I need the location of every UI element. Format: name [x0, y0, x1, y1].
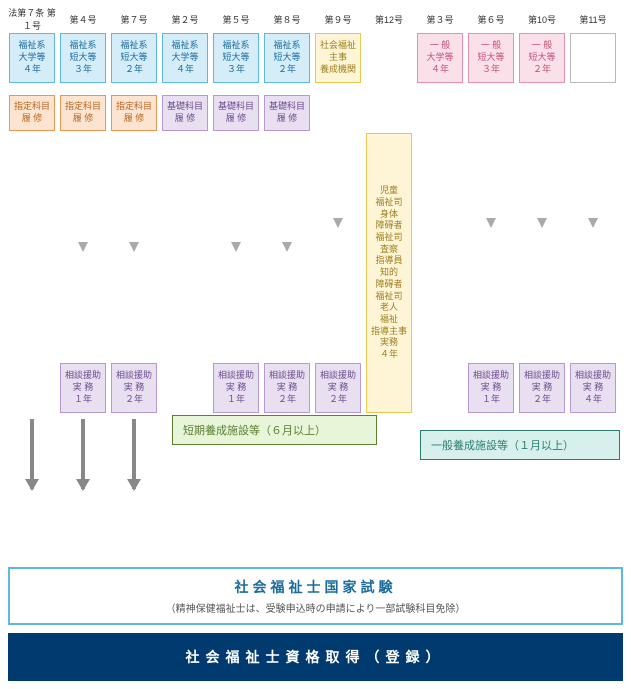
cell: 相談援助実 務１年 [213, 363, 259, 413]
cell: 相談援助実 務１年 [468, 363, 514, 413]
cell: 基礎科目履 修 [213, 95, 259, 131]
cell: 福祉系短大等３年 [60, 33, 106, 83]
column: 法第７条 第１号福祉系大学等４年指定科目履 修 [8, 8, 56, 495]
col-header: 第11号 [579, 8, 606, 30]
col-header: 第７号 [120, 8, 147, 30]
arrow-icon [537, 218, 547, 228]
mid-box-short: 短期養成施設等（６月以上） [172, 415, 377, 445]
cell [570, 33, 616, 83]
cell: 相談援助実 務４年 [570, 363, 616, 413]
col-header: 第６号 [477, 8, 504, 30]
cell: 相談援助実 務２年 [519, 363, 565, 413]
arrow-icon [129, 242, 139, 252]
mid-box-general: 一般養成施設等（１月以上） [420, 430, 620, 460]
arrow-icon [588, 218, 598, 228]
column: 第３号一 般大学等４年 [416, 8, 464, 495]
column: 第４号福祉系短大等３年指定科目履 修相談援助実 務１年 [59, 8, 107, 495]
exam-box: 社会福祉士国家試験 （精神保健福祉士は、受験申込時の申請により一部試験科目免除） [8, 567, 623, 625]
cell: 一 般短大等３年 [468, 33, 514, 83]
cell: 相談援助実 務２年 [264, 363, 310, 413]
down-arrow-icon [25, 419, 39, 489]
cell: 児童福祉司身体障碍者福祉司査察指導員知的障碍者福祉司老人福祉指導主事実務４年 [366, 133, 412, 413]
col-header: 第10号 [528, 8, 556, 30]
cell: 一 般短大等２年 [519, 33, 565, 83]
col-header: 第12号 [375, 8, 403, 30]
down-arrow-icon [127, 419, 141, 489]
exam-title: 社会福祉士国家試験 [18, 577, 613, 597]
cell: 社会福祉主事養成機関 [315, 33, 361, 83]
column: 第11号相談援助実 務４年 [569, 8, 617, 495]
arrow-icon [486, 218, 496, 228]
cell: 福祉系短大等２年 [264, 33, 310, 83]
cell: 指定科目履 修 [9, 95, 55, 131]
diagram: 法第７条 第１号福祉系大学等４年指定科目履 修第４号福祉系短大等３年指定科目履 … [0, 0, 631, 689]
col-header: 第９号 [324, 8, 351, 30]
col-header: 第３号 [426, 8, 453, 30]
cell: 相談援助実 務１年 [60, 363, 106, 413]
cell: 指定科目履 修 [60, 95, 106, 131]
final-box: 社会福祉士資格取得（登録） [8, 633, 623, 681]
cell: 相談援助実 務２年 [315, 363, 361, 413]
column: 第６号一 般短大等３年相談援助実 務１年 [467, 8, 515, 495]
arrow-icon [282, 242, 292, 252]
column: 第７号福祉系短大等２年指定科目履 修相談援助実 務２年 [110, 8, 158, 495]
cell: 福祉系短大等３年 [213, 33, 259, 83]
cell: 福祉系大学等４年 [9, 33, 55, 83]
cell: 相談援助実 務２年 [111, 363, 157, 413]
cell: 一 般大学等４年 [417, 33, 463, 83]
arrow-icon [78, 242, 88, 252]
cell: 福祉系大学等４年 [162, 33, 208, 83]
column: 第10号一 般短大等２年相談援助実 務２年 [518, 8, 566, 495]
cell: 基礎科目履 修 [264, 95, 310, 131]
col-header: 第８号 [273, 8, 300, 30]
col-header: 第５号 [222, 8, 249, 30]
cell: 指定科目履 修 [111, 95, 157, 131]
cell: 福祉系短大等２年 [111, 33, 157, 83]
down-arrow-icon [76, 419, 90, 489]
exam-sub: （精神保健福祉士は、受験申込時の申請により一部試験科目免除） [18, 600, 613, 615]
arrow-icon [333, 218, 343, 228]
col-header: 法第７条 第１号 [8, 8, 56, 30]
col-header: 第４号 [69, 8, 96, 30]
col-header: 第２号 [171, 8, 198, 30]
arrow-icon [231, 242, 241, 252]
cell: 基礎科目履 修 [162, 95, 208, 131]
